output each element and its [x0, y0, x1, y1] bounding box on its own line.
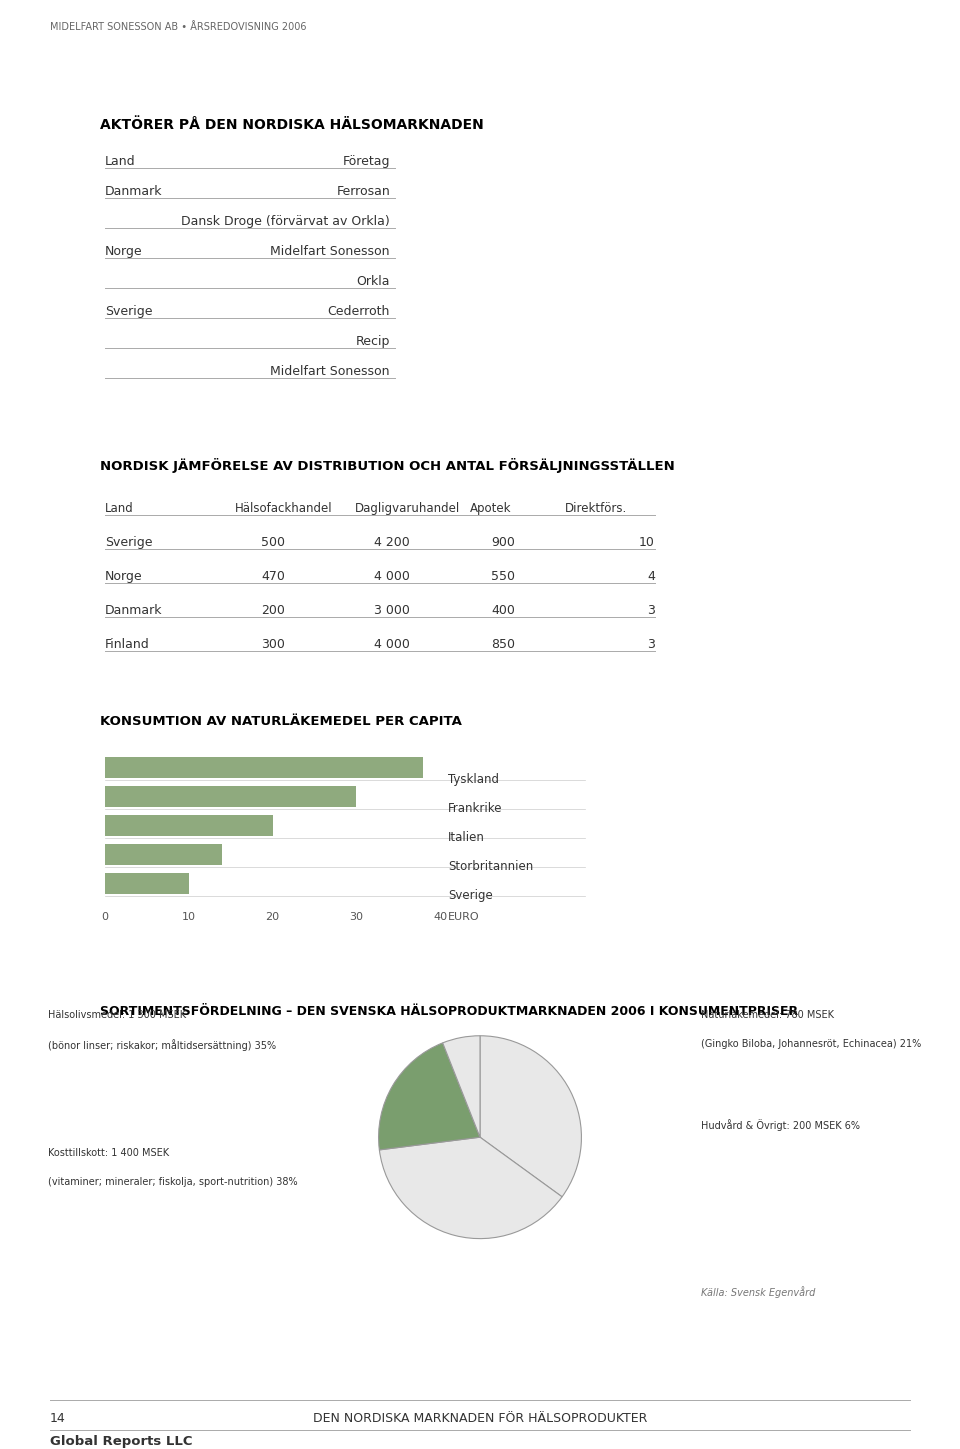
Text: AKTÖRER PÅ DEN NORDISKA HÄLSOMARKNADEN: AKTÖRER PÅ DEN NORDISKA HÄLSOMARKNADEN — [100, 117, 484, 132]
Bar — [105, 785, 356, 807]
Wedge shape — [480, 1036, 582, 1197]
Text: Storbritannien: Storbritannien — [448, 861, 533, 872]
Text: NORDISK JÄMFÖRELSE AV DISTRIBUTION OCH ANTAL FÖRSÄLJNINGSSTÄLLEN: NORDISK JÄMFÖRELSE AV DISTRIBUTION OCH A… — [100, 458, 675, 472]
Text: 40: 40 — [433, 911, 447, 922]
Text: 4: 4 — [647, 569, 655, 582]
Text: Orkla: Orkla — [356, 275, 390, 288]
Text: DEN NORDISKA MARKNADEN FÖR HÄLSOPRODUKTER: DEN NORDISKA MARKNADEN FÖR HÄLSOPRODUKTE… — [313, 1411, 647, 1424]
Text: 500: 500 — [261, 536, 285, 549]
Bar — [105, 872, 189, 894]
Text: Land: Land — [105, 501, 133, 514]
Text: 3: 3 — [647, 604, 655, 617]
Text: 30: 30 — [349, 911, 363, 922]
Text: Dagligvaruhandel: Dagligvaruhandel — [355, 501, 460, 514]
Text: Kosttillskott: 1 400 MSEK: Kosttillskott: 1 400 MSEK — [48, 1148, 169, 1158]
Text: Land: Land — [105, 155, 135, 168]
Text: Finland: Finland — [105, 638, 150, 651]
Text: Direktförs.: Direktförs. — [565, 501, 627, 514]
Text: Sverige: Sverige — [105, 304, 153, 317]
Text: 10: 10 — [181, 911, 196, 922]
Text: Hudvård & Övrigt: 200 MSEK 6%: Hudvård & Övrigt: 200 MSEK 6% — [701, 1119, 860, 1132]
Text: 3 000: 3 000 — [374, 604, 410, 617]
Text: Naturläkemedel: 780 MSEK: Naturläkemedel: 780 MSEK — [701, 1010, 834, 1020]
Text: 900: 900 — [492, 536, 515, 549]
Text: 300: 300 — [261, 638, 285, 651]
Text: 0: 0 — [102, 911, 108, 922]
Wedge shape — [378, 1043, 480, 1151]
Text: Sverige: Sverige — [105, 536, 153, 549]
Bar — [105, 814, 273, 836]
Text: Dansk Droge (förvärvat av Orkla): Dansk Droge (förvärvat av Orkla) — [181, 214, 390, 227]
Text: Italien: Italien — [448, 830, 485, 843]
Text: 4 200: 4 200 — [374, 536, 410, 549]
Text: Danmark: Danmark — [105, 185, 162, 199]
Text: Midelfart Sonesson: Midelfart Sonesson — [271, 245, 390, 258]
Text: 14: 14 — [50, 1411, 65, 1424]
Text: (bönor linser; riskakor; måltidsersättning) 35%: (bönor linser; riskakor; måltidsersättni… — [48, 1039, 276, 1052]
Text: 10: 10 — [639, 536, 655, 549]
Text: 3: 3 — [647, 638, 655, 651]
Text: Apotek: Apotek — [470, 501, 512, 514]
Text: 4 000: 4 000 — [374, 569, 410, 582]
Text: 550: 550 — [491, 569, 515, 582]
Text: (vitaminer; mineraler; fiskolja, sport-nutrition) 38%: (vitaminer; mineraler; fiskolja, sport-n… — [48, 1177, 298, 1187]
Text: Norge: Norge — [105, 245, 143, 258]
Text: Tyskland: Tyskland — [448, 772, 499, 785]
Text: Sverige: Sverige — [448, 890, 492, 901]
Text: KONSUMTION AV NATURLÄKEMEDEL PER CAPITA: KONSUMTION AV NATURLÄKEMEDEL PER CAPITA — [100, 714, 462, 727]
Text: 4 000: 4 000 — [374, 638, 410, 651]
Wedge shape — [443, 1036, 480, 1137]
Text: (Gingko Biloba, Johannesröt, Echinacea) 21%: (Gingko Biloba, Johannesröt, Echinacea) … — [701, 1039, 921, 1049]
Wedge shape — [379, 1137, 562, 1239]
Text: Global Reports LLC: Global Reports LLC — [50, 1435, 193, 1448]
Text: 850: 850 — [491, 638, 515, 651]
Text: Norge: Norge — [105, 569, 143, 582]
Text: SORTIMENTSFÖRDELNING – DEN SVENSKA HÄLSOPRODUKTMARKNADEN 2006 I KONSUMENTPRISER: SORTIMENTSFÖRDELNING – DEN SVENSKA HÄLSO… — [100, 1006, 798, 1019]
Text: Ferrosan: Ferrosan — [336, 185, 390, 199]
Text: Cederroth: Cederroth — [327, 304, 390, 317]
Text: Recip: Recip — [355, 335, 390, 348]
Text: MIDELFART SONESSON AB • ÅRSREDOVISNING 2006: MIDELFART SONESSON AB • ÅRSREDOVISNING 2… — [50, 22, 306, 32]
Text: Midelfart Sonesson: Midelfart Sonesson — [271, 365, 390, 378]
Text: Hälsolivsmedel: 1 300 MSEK: Hälsolivsmedel: 1 300 MSEK — [48, 1010, 186, 1020]
Text: Frankrike: Frankrike — [448, 801, 502, 814]
Text: 20: 20 — [265, 911, 279, 922]
Bar — [105, 843, 223, 865]
Text: Danmark: Danmark — [105, 604, 162, 617]
Text: 400: 400 — [492, 604, 515, 617]
Text: Hälsofackhandel: Hälsofackhandel — [235, 501, 332, 514]
Text: 200: 200 — [261, 604, 285, 617]
Text: Företag: Företag — [343, 155, 390, 168]
Text: 470: 470 — [261, 569, 285, 582]
Text: EURO: EURO — [448, 911, 480, 922]
Bar — [105, 756, 423, 778]
Text: Källa: Svensk Egenvård: Källa: Svensk Egenvård — [701, 1285, 815, 1298]
